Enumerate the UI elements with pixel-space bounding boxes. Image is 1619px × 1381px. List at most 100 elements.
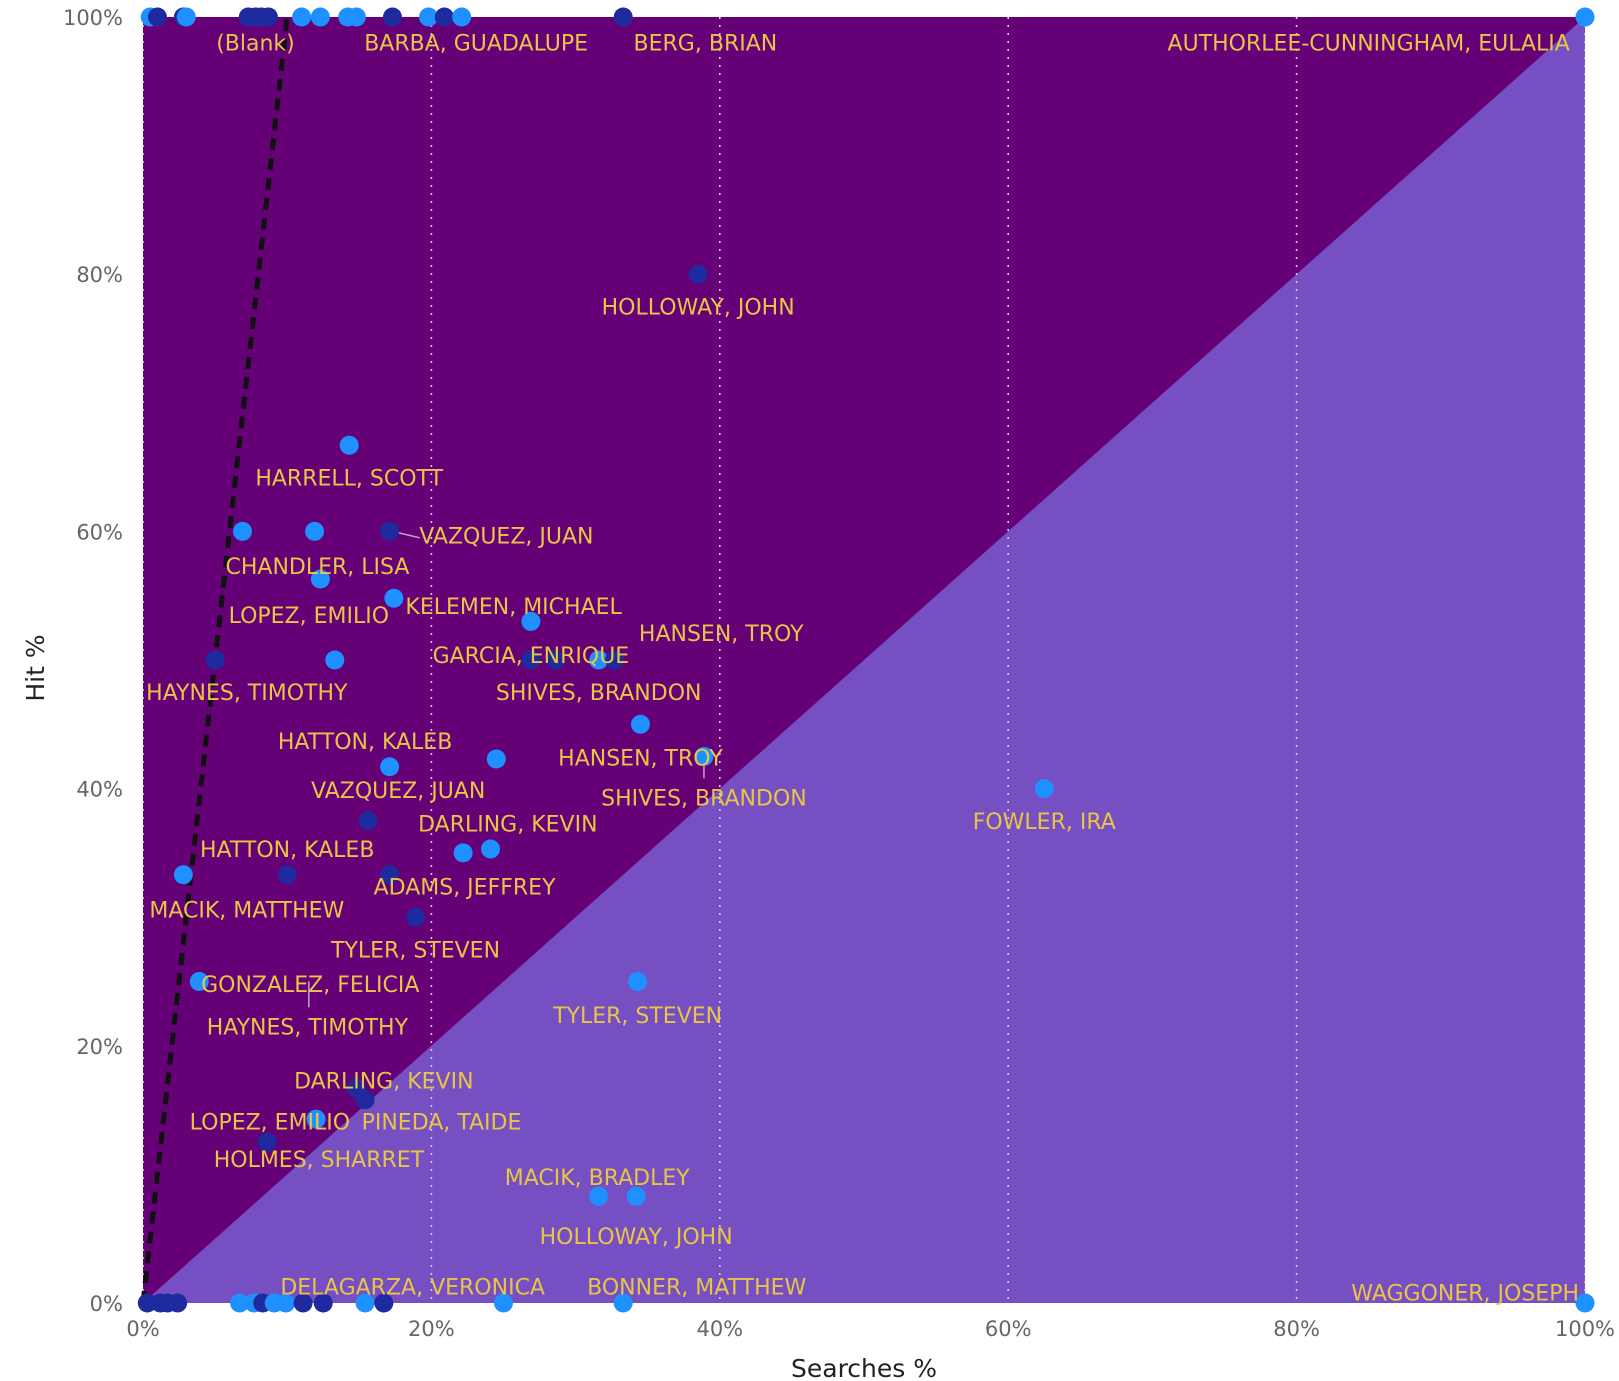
data-point bbox=[1575, 1293, 1595, 1313]
data-point bbox=[605, 650, 625, 670]
data-point bbox=[1034, 779, 1054, 799]
y-tick-label: 80% bbox=[76, 263, 123, 287]
data-point bbox=[137, 1293, 157, 1313]
point-label: TYLER, STEVEN bbox=[330, 938, 500, 963]
data-point bbox=[374, 1293, 394, 1313]
point-label: DELAGARZA, VERONICA bbox=[280, 1275, 545, 1300]
point-label: AUTHORLEE-CUNNINGHAM, EULALIA bbox=[1168, 32, 1570, 57]
data-point bbox=[589, 1186, 609, 1206]
data-point bbox=[230, 1293, 250, 1313]
point-label: (Blank) bbox=[216, 32, 295, 57]
data-point bbox=[589, 650, 609, 670]
data-point bbox=[293, 1293, 313, 1313]
x-tick-label: 40% bbox=[696, 1317, 743, 1341]
x-tick-label: 20% bbox=[408, 1317, 455, 1341]
point-label: LOPEZ, EMILIO bbox=[190, 1111, 350, 1136]
data-point bbox=[276, 1293, 296, 1313]
x-tick-label: 80% bbox=[1273, 1317, 1320, 1341]
y-axis-title: Hit % bbox=[21, 634, 50, 701]
data-point bbox=[277, 865, 297, 885]
data-point bbox=[168, 1293, 188, 1313]
data-point bbox=[1575, 7, 1595, 27]
data-point bbox=[380, 521, 400, 541]
point-label: GARCIA, ENRIQUE bbox=[433, 644, 630, 669]
x-tick-label: 0% bbox=[126, 1317, 159, 1341]
data-point bbox=[339, 435, 359, 455]
point-label: HANSEN, TROY bbox=[558, 747, 723, 772]
point-label: BONNER, MATTHEW bbox=[587, 1275, 806, 1300]
data-point bbox=[481, 839, 501, 859]
point-label: MACIK, MATTHEW bbox=[149, 898, 344, 923]
point-label: DARLING, KEVIN bbox=[418, 812, 597, 837]
data-point bbox=[173, 865, 193, 885]
data-point bbox=[355, 1293, 375, 1313]
point-label: SHIVES, BRANDON bbox=[601, 787, 807, 812]
x-tick-label: 60% bbox=[985, 1317, 1032, 1341]
data-point bbox=[380, 865, 400, 885]
data-point bbox=[452, 7, 472, 27]
data-point bbox=[630, 714, 650, 734]
data-point bbox=[292, 7, 312, 27]
x-tick-label: 100% bbox=[1555, 1317, 1615, 1341]
data-point bbox=[346, 7, 366, 27]
data-point bbox=[613, 7, 633, 27]
data-point bbox=[310, 569, 330, 589]
data-point bbox=[176, 7, 196, 27]
point-label: VAZQUEZ, JUAN bbox=[311, 779, 485, 804]
data-point bbox=[694, 746, 714, 766]
point-label: DARLING, KEVIN bbox=[294, 1070, 473, 1095]
data-point bbox=[486, 749, 506, 769]
point-label: ADAMS, JEFFREY bbox=[374, 875, 556, 900]
data-point bbox=[626, 1186, 646, 1206]
data-point bbox=[521, 650, 541, 670]
data-point bbox=[613, 1293, 633, 1313]
y-tick-label: 40% bbox=[76, 778, 123, 802]
data-point bbox=[494, 1293, 513, 1313]
point-label: FOWLER, IRA bbox=[973, 810, 1116, 835]
data-point bbox=[189, 972, 209, 991]
y-axis-ticks: 0% 20% 40% 60% 80% 100% bbox=[63, 6, 123, 1316]
point-label: HATTON, KALEB bbox=[200, 838, 374, 863]
point-label: HANSEN, TROY bbox=[639, 622, 804, 647]
point-labels: (Blank) BARBA, GUADALUPE BERG, BRIAN AUTHOR… bbox=[146, 32, 1579, 1307]
point-label: GONZALEZ, FELICIA bbox=[201, 973, 419, 998]
point-label: PINEDA, TAIDE bbox=[362, 1111, 522, 1136]
data-point bbox=[521, 611, 541, 631]
data-point bbox=[688, 264, 708, 284]
y-tick-label: 20% bbox=[76, 1035, 123, 1059]
data-point bbox=[628, 972, 648, 991]
region-upper bbox=[143, 17, 1585, 1303]
data-point bbox=[325, 650, 345, 670]
point-label: HAYNES, TIMOTHY bbox=[146, 681, 348, 706]
data-point bbox=[434, 7, 454, 27]
point-label: HOLLOWAY, JOHN bbox=[540, 1225, 733, 1250]
point-label: LOPEZ, EMILIO bbox=[229, 604, 389, 629]
y-tick-label: 100% bbox=[63, 6, 123, 30]
point-label: VAZQUEZ, JUAN bbox=[419, 524, 593, 549]
data-point bbox=[358, 811, 378, 831]
data-point bbox=[305, 521, 325, 541]
y-tick-label: 60% bbox=[76, 520, 123, 544]
data-point bbox=[382, 7, 402, 27]
data-points bbox=[137, 7, 1595, 1313]
data-point bbox=[306, 1109, 326, 1129]
point-label: HOLMES, SHARRET bbox=[214, 1148, 425, 1173]
point-label: HARRELL, SCOTT bbox=[255, 466, 443, 491]
data-point bbox=[406, 907, 426, 927]
point-label: HATTON, KALEB bbox=[278, 730, 452, 755]
point-label: SHIVES, BRANDON bbox=[496, 681, 702, 706]
data-point bbox=[147, 7, 167, 27]
data-point bbox=[419, 7, 439, 27]
data-point bbox=[384, 588, 404, 608]
data-point bbox=[355, 1090, 375, 1110]
point-label: CHANDLER, LISA bbox=[226, 555, 410, 580]
data-point bbox=[310, 7, 330, 27]
point-label: TYLER, STEVEN bbox=[552, 1004, 722, 1029]
y-tick-label: 0% bbox=[90, 1292, 123, 1316]
point-label: KELEMEN, MICHAEL bbox=[405, 595, 622, 620]
data-point bbox=[232, 521, 252, 541]
point-label: WAGGONER, JOSEPH bbox=[1351, 1282, 1579, 1307]
point-label: BERG, BRIAN bbox=[634, 32, 778, 57]
point-label: BARBA, GUADALUPE bbox=[364, 32, 588, 57]
